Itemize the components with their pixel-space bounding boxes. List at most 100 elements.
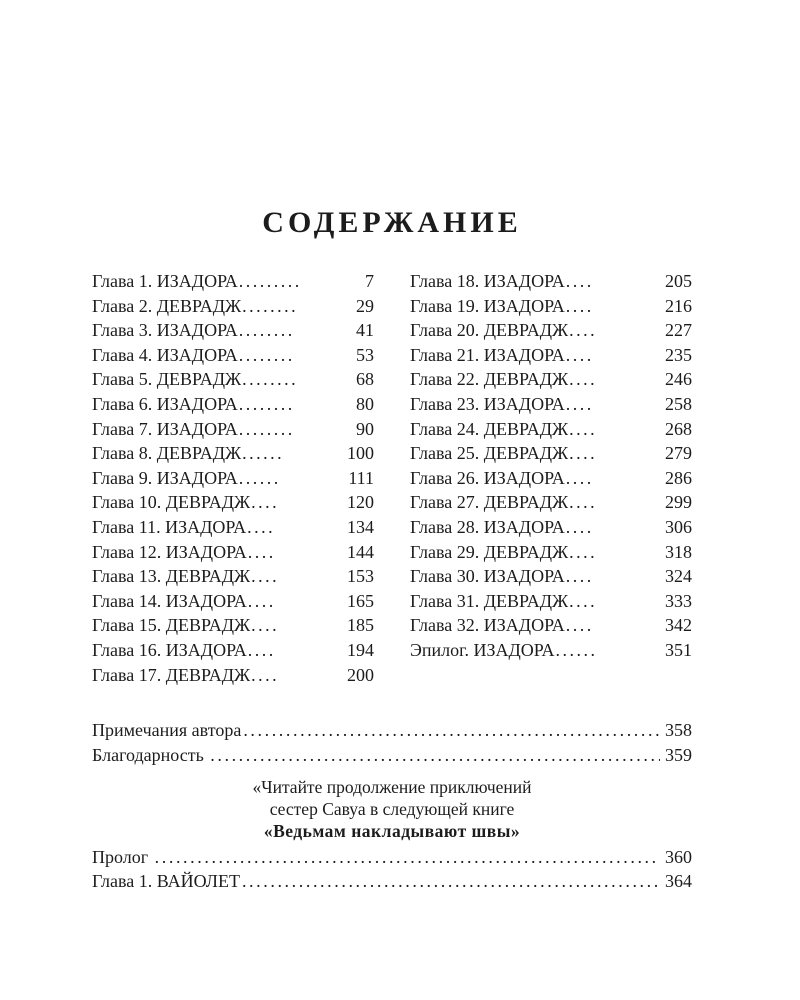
page-number: 359 — [665, 744, 692, 765]
toc-entry: Глава 4. ИЗАДОРА........ 53 — [92, 343, 374, 368]
page-number: 100 — [347, 443, 374, 464]
dot-leader: .... — [569, 369, 598, 390]
toc-entry: Глава 22. ДЕВРАДЖ.... 246 — [410, 367, 692, 392]
dot-leader: .... — [565, 467, 594, 488]
page-number: 227 — [665, 320, 692, 341]
dot-leader: .... — [569, 492, 598, 513]
dot-leader: .... — [247, 590, 276, 611]
dot-leader: ........ — [242, 295, 299, 316]
chapter-label: Глава 29. ДЕВРАДЖ — [410, 541, 569, 562]
page-number: 351 — [665, 639, 692, 660]
dot-leader: .... — [247, 541, 276, 562]
toc-entry: Глава 21. ИЗАДОРА.... 235 — [410, 343, 692, 368]
toc-entry: Глава 15. ДЕВРАДЖ.... 185 — [92, 613, 374, 638]
toc-columns: Глава 1. ИЗАДОРА......... 7 Глава 2. ДЕВР… — [92, 269, 692, 687]
toc-entry: Глава 8. ДЕВРАДЖ...... 100 — [92, 441, 374, 466]
chapter-label: Эпилог. ИЗАДОРА — [410, 639, 555, 660]
toc-entry: Глава 30. ИЗАДОРА.... 324 — [410, 564, 692, 589]
page-number: 358 — [665, 720, 692, 741]
chapter-label: Глава 15. ДЕВРАДЖ — [92, 615, 251, 636]
chapter-label: Глава 26. ИЗАДОРА — [410, 467, 565, 488]
chapter-label: Глава 8. ДЕВРАДЖ — [92, 443, 242, 464]
page-number: 68 — [356, 369, 374, 390]
toc-entry: Глава 19. ИЗАДОРА.... 216 — [410, 294, 692, 319]
page-number: 268 — [665, 418, 692, 439]
page-number: 111 — [348, 467, 374, 488]
dot-leader: ........ — [238, 344, 295, 365]
chapter-label: Глава 12. ИЗАДОРА — [92, 541, 247, 562]
toc-entry: Глава 3. ИЗАДОРА........ 41 — [92, 318, 374, 343]
toc-entry: Глава 32. ИЗАДОРА.... 342 — [410, 613, 692, 638]
toc-entry: Глава 12. ИЗАДОРА.... 144 — [92, 540, 374, 565]
toc-entry: Глава 6. ИЗАДОРА........ 80 — [92, 392, 374, 417]
dot-leader: .... — [569, 320, 598, 341]
chapter-label: Глава 16. ИЗАДОРА — [92, 639, 247, 660]
chapter-label: Глава 4. ИЗАДОРА — [92, 344, 238, 365]
chapter-label: Глава 9. ИЗАДОРА — [92, 467, 238, 488]
chapter-label: Глава 20. ДЕВРАДЖ — [410, 320, 569, 341]
page-number: 235 — [665, 344, 692, 365]
dot-leader: .... — [565, 566, 594, 587]
dot-leader: .... — [565, 393, 594, 414]
page-title: СОДЕРЖАНИЕ — [262, 206, 522, 239]
chapter-label: Глава 21. ИЗАДОРА — [410, 344, 565, 365]
chapter-label: Глава 28. ИЗАДОРА — [410, 516, 565, 537]
chapter-label: Глава 2. ДЕВРАДЖ — [92, 295, 242, 316]
sequel-entry: Глава 1. ВАЙОЛЕТ 364 — [92, 869, 692, 894]
chapter-label: Глава 14. ИЗАДОРА — [92, 590, 247, 611]
page-number: 299 — [665, 492, 692, 513]
page-number: 165 — [347, 590, 374, 611]
toc-entry: Глава 9. ИЗАДОРА...... 111 — [92, 466, 374, 491]
page-number: 360 — [665, 846, 692, 867]
dot-leader: .... — [251, 615, 280, 636]
page-number: 258 — [665, 393, 692, 414]
page-number: 134 — [347, 516, 374, 537]
page-number: 185 — [347, 615, 374, 636]
dot-leader: .... — [569, 590, 598, 611]
promo-line-2: сестер Савуа в следующей книге — [269, 798, 515, 819]
entry-label: Глава 1. ВАЙОЛЕТ — [92, 871, 240, 892]
page-number: 286 — [665, 467, 692, 488]
chapter-label: Глава 7. ИЗАДОРА — [92, 418, 238, 439]
page-number: 194 — [347, 639, 374, 660]
toc-entry: Глава 25. ДЕВРАДЖ.... 279 — [410, 441, 692, 466]
dot-leader: ........ — [238, 393, 295, 414]
sequel-entries: Пролог 360 Глава 1. ВАЙОЛЕТ 364 — [92, 845, 692, 895]
toc-entry: Глава 5. ДЕВРАДЖ........ 68 — [92, 367, 374, 392]
toc-entry: Глава 29. ДЕВРАДЖ.... 318 — [410, 540, 692, 565]
page-number: 53 — [356, 344, 374, 365]
dot-leader: ...... — [555, 639, 598, 660]
toc-entry: Глава 24. ДЕВРАДЖ.... 268 — [410, 417, 692, 442]
sequel-promo: «Читайте продолжение приключений сестер … — [92, 776, 692, 842]
dot-leader: .... — [251, 664, 280, 685]
toc-entry: Глава 23. ИЗАДОРА.... 258 — [410, 392, 692, 417]
page-number: 120 — [347, 492, 374, 513]
entry-label: Благодарность — [92, 744, 209, 765]
chapter-label: Глава 18. ИЗАДОРА — [410, 271, 565, 291]
chapter-label: Глава 23. ИЗАДОРА — [410, 393, 565, 414]
page-number: 205 — [665, 271, 692, 291]
entry-label: Пролог — [92, 846, 153, 867]
toc-right-column: Глава 18. ИЗАДОРА.... 205 Глава 19. ИЗАДО… — [410, 269, 692, 687]
dot-leader — [210, 743, 660, 768]
backmatter-entry: Примечания автора 358 — [92, 718, 692, 743]
dot-leader — [242, 869, 660, 894]
dot-leader — [243, 718, 660, 743]
page-number: 216 — [665, 295, 692, 316]
entry-label: Примечания автора — [92, 720, 242, 741]
page-number: 80 — [356, 393, 374, 414]
toc-entry: Глава 14. ИЗАДОРА.... 165 — [92, 589, 374, 614]
page-number: 333 — [665, 590, 692, 611]
dot-leader: ........ — [238, 418, 295, 439]
toc-entry: Глава 17. ДЕВРАДЖ.... 200 — [92, 663, 374, 688]
chapter-label: Глава 30. ИЗАДОРА — [410, 566, 565, 587]
toc-entry: Глава 26. ИЗАДОРА.... 286 — [410, 466, 692, 491]
toc-entry: Глава 7. ИЗАДОРА........ 90 — [92, 417, 374, 442]
chapter-label: Глава 10. ДЕВРАДЖ — [92, 492, 251, 513]
toc-entry: Глава 20. ДЕВРАДЖ.... 227 — [410, 318, 692, 343]
page-number: 144 — [347, 541, 374, 562]
dot-leader: ...... — [242, 443, 285, 464]
dot-leader: .... — [565, 516, 594, 537]
page-number: 246 — [665, 369, 692, 390]
page-number: 41 — [356, 320, 374, 341]
